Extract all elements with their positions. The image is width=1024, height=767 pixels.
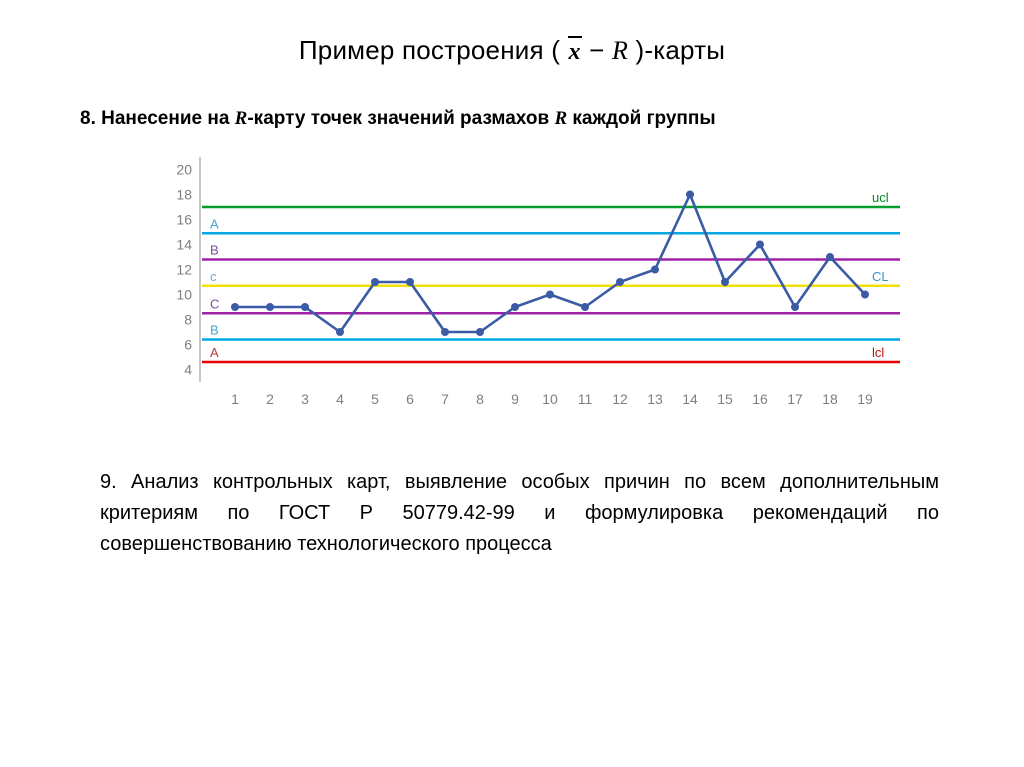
control-line-label: A <box>210 216 219 231</box>
data-point <box>686 191 694 199</box>
control-line-label: C <box>210 296 219 311</box>
control-line-label: ucl <box>872 190 889 205</box>
data-point <box>616 278 624 286</box>
sec8-R1: R <box>235 108 248 129</box>
x-tick-label: 3 <box>301 391 309 407</box>
control-line-label: B <box>210 323 219 338</box>
x-tick-label: 8 <box>476 391 484 407</box>
data-point <box>441 328 449 336</box>
x-tick-label: 15 <box>717 391 733 407</box>
data-point <box>826 253 834 261</box>
title-mid: − <box>589 35 612 65</box>
x-tick-label: 18 <box>822 391 838 407</box>
y-tick-label: 12 <box>176 262 192 278</box>
data-point <box>511 303 519 311</box>
y-tick-label: 16 <box>176 212 192 228</box>
y-tick-label: 8 <box>184 312 192 328</box>
x-tick-label: 7 <box>441 391 449 407</box>
x-tick-label: 2 <box>266 391 274 407</box>
control-line-label-right: lcl <box>872 345 884 360</box>
y-tick-label: 14 <box>176 237 192 253</box>
section9-paragraph: 9. Анализ контрольных карт, выявление ос… <box>100 467 939 560</box>
data-point <box>791 303 799 311</box>
title-suffix: )-карты <box>635 35 725 65</box>
control-line-label: B <box>210 243 219 258</box>
data-point <box>581 303 589 311</box>
control-line-label: A <box>210 345 219 360</box>
data-point <box>266 303 274 311</box>
x-tick-label: 9 <box>511 391 519 407</box>
x-tick-label: 11 <box>578 391 593 407</box>
y-tick-label: 18 <box>176 187 192 203</box>
sec8-R2: R <box>554 108 567 129</box>
title-prefix: Пример построения ( <box>299 35 560 65</box>
x-tick-label: 14 <box>682 391 698 407</box>
data-point <box>301 303 309 311</box>
x-tick-label: 16 <box>752 391 768 407</box>
data-point <box>721 278 729 286</box>
data-series-line <box>235 195 865 333</box>
data-point <box>651 266 659 274</box>
x-tick-label: 4 <box>336 391 344 407</box>
data-point <box>406 278 414 286</box>
x-tick-label: 17 <box>787 391 803 407</box>
r-chart: 4681012141618201234567891011121314151617… <box>150 152 1024 412</box>
page-title: Пример построения ( x − R )-карты <box>0 0 1024 66</box>
data-point <box>371 278 379 286</box>
data-point <box>756 241 764 249</box>
x-tick-label: 19 <box>857 391 873 407</box>
control-line-label: c <box>210 269 217 284</box>
data-point <box>476 328 484 336</box>
x-tick-label: 13 <box>647 391 663 407</box>
sec8-after: каждой группы <box>567 108 715 129</box>
y-tick-label: 20 <box>176 162 192 178</box>
xbar-symbol: x <box>568 39 582 66</box>
x-tick-label: 10 <box>542 391 558 407</box>
r-chart-svg: 4681012141618201234567891011121314151617… <box>150 152 920 412</box>
data-point <box>861 291 869 299</box>
y-tick-label: 6 <box>184 337 192 353</box>
sec8-mid: -карту точек значений размахов <box>247 108 554 129</box>
section8-heading: 8. Нанесение на R-карту точек значений р… <box>80 108 1024 130</box>
y-tick-label: 4 <box>184 362 192 378</box>
data-point <box>546 291 554 299</box>
x-tick-label: 1 <box>231 391 239 407</box>
x-tick-label: 6 <box>406 391 414 407</box>
x-tick-label: 5 <box>371 391 379 407</box>
x-tick-label: 12 <box>612 391 628 407</box>
sec8-before: Нанесение на <box>101 108 235 129</box>
control-line-label-right: CL <box>872 269 889 284</box>
data-point <box>336 328 344 336</box>
y-tick-label: 10 <box>176 287 192 303</box>
sec8-num: 8. <box>80 108 101 129</box>
data-point <box>231 303 239 311</box>
title-R: R <box>612 36 628 65</box>
